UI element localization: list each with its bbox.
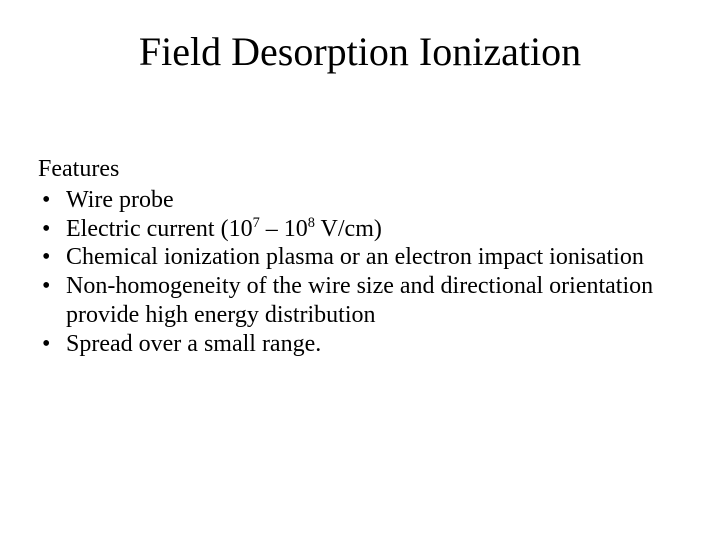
bullet-text-suffix: V/cm) (315, 216, 382, 242)
list-item: Spread over a small range. (38, 330, 682, 359)
bullet-text-mid: – 10 (260, 216, 308, 242)
list-item: Non-homogeneity of the wire size and dir… (38, 272, 682, 330)
list-item: Electric current (107 – 108 V/cm) (38, 215, 682, 244)
bullet-text: Chemical ionization plasma or an electro… (66, 244, 644, 270)
superscript: 7 (253, 215, 260, 231)
slide-body: Features Wire probe Electric current (10… (38, 155, 682, 359)
list-item: Wire probe (38, 186, 682, 215)
slide-title: Field Desorption Ionization (0, 0, 720, 75)
list-item: Chemical ionization plasma or an electro… (38, 243, 682, 272)
bullet-text: Spread over a small range. (66, 331, 321, 357)
bullet-text: Wire probe (66, 187, 174, 213)
superscript: 8 (308, 215, 315, 231)
bullet-list: Wire probe Electric current (107 – 108 V… (38, 186, 682, 359)
features-label: Features (38, 155, 682, 184)
bullet-text: Non-homogeneity of the wire size and dir… (66, 273, 653, 328)
slide: Field Desorption Ionization Features Wir… (0, 0, 720, 540)
bullet-text-prefix: Electric current (10 (66, 216, 253, 242)
